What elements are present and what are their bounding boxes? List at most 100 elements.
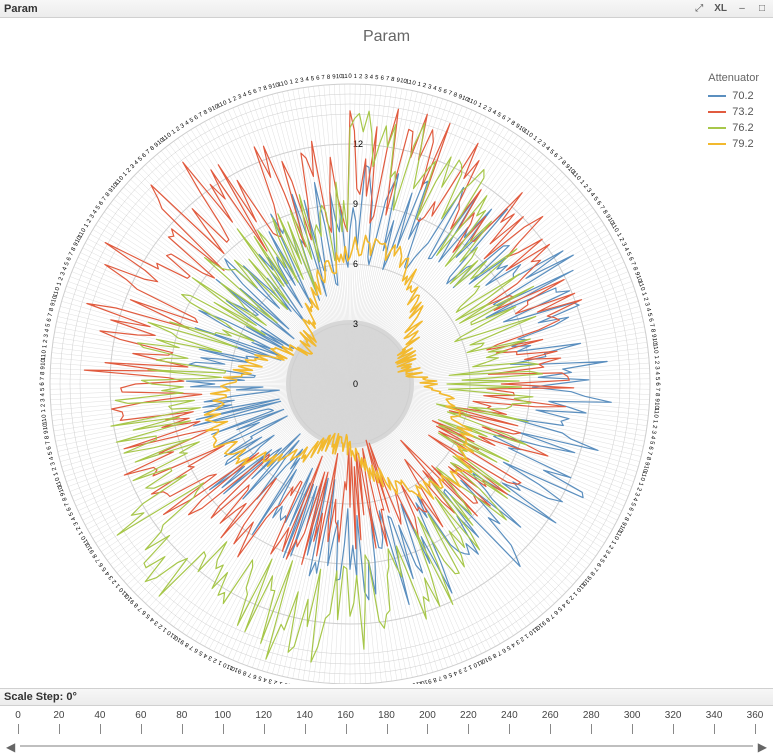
perimeter-label: 3 [44, 333, 51, 338]
perimeter-label: 5 [311, 76, 316, 82]
slider-tick [305, 724, 306, 734]
perimeter-label: 3 [653, 366, 659, 370]
slider-tick-label: 180 [378, 710, 395, 721]
legend-item[interactable]: 73.2 [708, 104, 759, 120]
perimeter-label: 3 [300, 77, 305, 84]
slider-tick [427, 724, 428, 734]
slider-arrow-left-icon[interactable]: ◀ [6, 740, 15, 753]
slider-tick [755, 724, 756, 734]
perimeter-label: 8 [44, 434, 51, 439]
perimeter-label: 4 [40, 392, 46, 396]
slider-tick-label: 320 [665, 710, 682, 721]
perimeter-label: 7 [646, 451, 653, 456]
perimeter-label: 6 [316, 75, 321, 81]
perimeter-label: 1 [651, 419, 657, 424]
legend-item[interactable]: 76.2 [708, 120, 759, 136]
slider-tick-label: 120 [255, 710, 272, 721]
perimeter-label: 6 [380, 76, 385, 82]
perimeter-label: 5 [47, 450, 54, 455]
perimeter-label: 6 [654, 382, 660, 386]
slider-tick [387, 724, 388, 734]
perimeter-label: 1 [354, 74, 358, 80]
perimeter-label: 0 [42, 349, 48, 354]
legend-label: 76.2 [732, 122, 753, 134]
chart-title: Param [0, 28, 773, 46]
radial-tick-label: 3 [353, 319, 358, 329]
window-buttons: ⤢ XL – □ [692, 3, 769, 15]
perimeter-label: 1 [42, 344, 48, 349]
titlebar: Param ⤢ XL – □ [0, 0, 773, 18]
legend-swatch [708, 127, 726, 129]
slider-tick [346, 724, 347, 734]
perimeter-label: 0 [652, 414, 658, 419]
slider-tick-label: 140 [296, 710, 313, 721]
slider-tick [182, 724, 183, 734]
perimeter-label: 7 [45, 440, 52, 445]
perimeter-label: 6 [647, 318, 654, 323]
legend-item[interactable]: 70.2 [708, 88, 759, 104]
perimeter-label: 1 [41, 408, 47, 413]
slider-tick [714, 724, 715, 734]
perimeter-label: 4 [654, 372, 660, 376]
perimeter-label: 2 [41, 403, 47, 407]
slider-tick [673, 724, 674, 734]
perimeter-label: 4 [649, 435, 656, 440]
perimeter-label: 4 [44, 328, 51, 333]
perimeter-label: 2 [653, 361, 659, 365]
radial-tick-label: 0 [353, 379, 358, 389]
slider-tick-label: 60 [135, 710, 146, 721]
legend-item[interactable]: 79.2 [708, 136, 759, 152]
minimize-icon[interactable]: – [735, 3, 749, 15]
perimeter-label: 2 [43, 339, 49, 344]
slider-tick-label: 360 [747, 710, 764, 721]
perimeter-label: 7 [48, 312, 55, 317]
xl-button[interactable]: XL [712, 3, 729, 15]
perimeter-label: 2 [359, 74, 363, 80]
perimeter-label: 2 [295, 78, 300, 85]
perimeter-label: 3 [40, 398, 46, 402]
slider-tick-label: 160 [337, 710, 354, 721]
perimeter-label: 5 [648, 440, 655, 445]
scale-slider[interactable]: 0204060801001201401601802002202402602803… [0, 706, 773, 752]
slider-tick-label: 20 [53, 710, 64, 721]
slider-tick [468, 724, 469, 734]
perimeter-label: 8 [654, 393, 660, 397]
perimeter-label: 5 [40, 387, 46, 391]
perimeter-label: 5 [646, 313, 653, 318]
perimeter-label: 3 [364, 74, 368, 80]
radial-tick-label: 9 [353, 199, 358, 209]
slider-tick [509, 724, 510, 734]
perimeter-label: 6 [46, 445, 53, 450]
perimeter-label: 4 [370, 75, 374, 81]
radial-tick-label: 6 [353, 259, 358, 269]
slider-tick-label: 0 [15, 710, 21, 721]
expand-icon[interactable]: ⤢ [692, 3, 706, 15]
perimeter-label: 1 [406, 682, 411, 684]
slider-arrow-right-icon[interactable]: ▶ [758, 740, 767, 753]
slider-track-bar[interactable] [20, 745, 753, 747]
legend-label: 79.2 [732, 138, 753, 150]
legend: Attenuator 70.2 73.2 76.2 79.2 [708, 72, 759, 152]
slider-tick [18, 724, 19, 734]
slider-tick-label: 300 [624, 710, 641, 721]
slider-tick [264, 724, 265, 734]
slider-tick [550, 724, 551, 734]
perimeter-label: 6 [40, 382, 46, 386]
legend-swatch [708, 143, 726, 145]
perimeter-label: 7 [385, 76, 390, 82]
legend-title: Attenuator [708, 72, 759, 84]
perimeter-label: 11 [341, 74, 348, 80]
slider-tick-label: 80 [176, 710, 187, 721]
legend-label: 73.2 [732, 106, 753, 118]
polar-chart: 0369120123456789101101234567891011012345… [20, 54, 680, 684]
perimeter-label: 6 [647, 446, 654, 451]
perimeter-label: 1 [653, 355, 659, 360]
legend-swatch [708, 111, 726, 113]
perimeter-label: 0 [412, 80, 417, 87]
slider-tick-label: 280 [583, 710, 600, 721]
slider-tick [223, 724, 224, 734]
perimeter-label: 2 [651, 425, 657, 430]
perimeter-label: 0 [41, 413, 47, 418]
maximize-icon[interactable]: □ [755, 3, 769, 15]
slider-tick-label: 200 [419, 710, 436, 721]
